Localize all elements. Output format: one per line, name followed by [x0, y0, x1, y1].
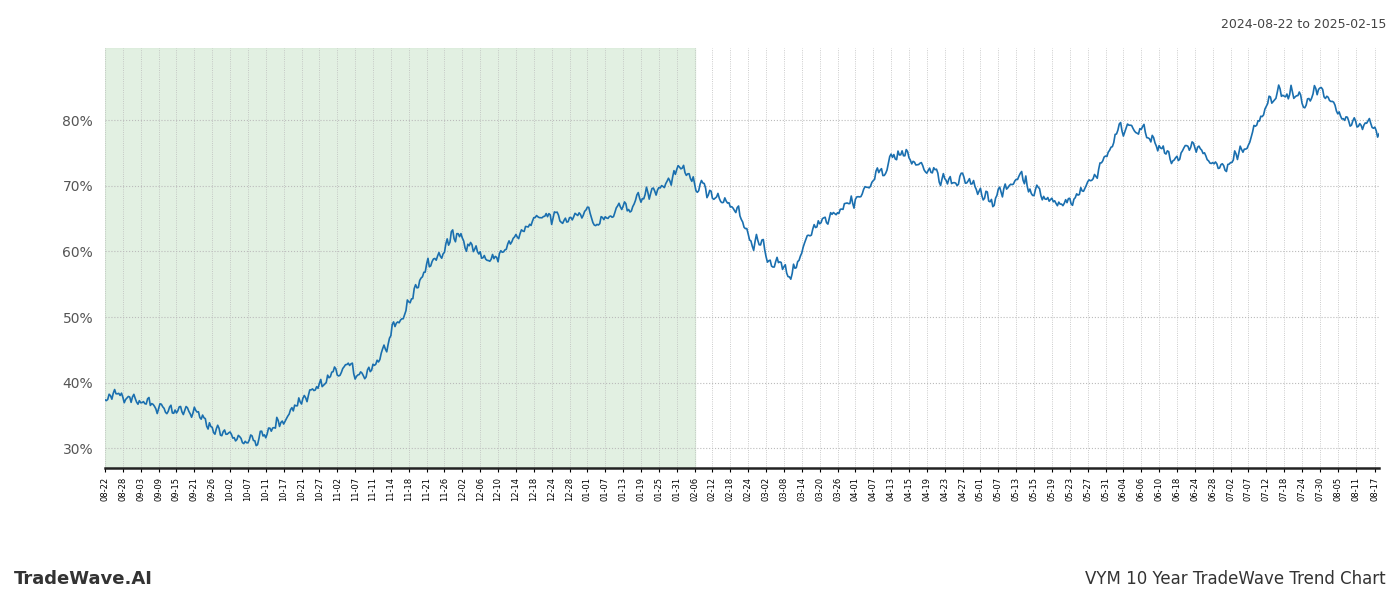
Text: 2024-08-22 to 2025-02-15: 2024-08-22 to 2025-02-15: [1221, 18, 1386, 31]
Text: TradeWave.AI: TradeWave.AI: [14, 570, 153, 588]
Text: VYM 10 Year TradeWave Trend Chart: VYM 10 Year TradeWave Trend Chart: [1085, 570, 1386, 588]
Bar: [105, 48, 694, 468]
